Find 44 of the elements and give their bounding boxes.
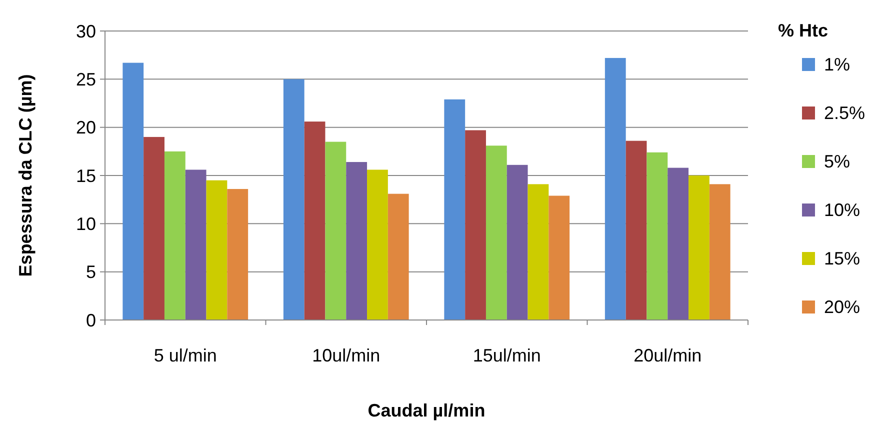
bar [325,142,346,320]
bar [709,184,730,320]
legend-label: 1% [824,54,850,74]
bar [304,122,326,320]
bar [206,180,228,320]
legend-label: 2.5% [824,102,866,123]
x-tick-label: 5 ul/min [154,345,217,366]
bar [283,79,304,320]
bar [122,62,144,320]
bar [626,140,647,320]
y-tick-label: 25 [76,69,96,90]
x-tick-label: 10ul/min [312,345,380,366]
y-tick-label: 15 [76,166,96,186]
y-tick-label: 20 [76,118,96,138]
bar [164,151,186,320]
bar [528,184,549,320]
x-tick-label: 15ul/min [472,345,541,366]
bar [346,162,368,320]
y-tick-label: 10 [76,214,96,234]
y-tick-label: 0 [86,310,96,330]
bar [144,136,164,320]
y-tick-label: 30 [76,21,96,42]
bar [388,194,409,320]
bar [444,99,466,320]
bar [668,168,689,320]
bar [486,146,507,320]
legend-title: % Htc [778,20,828,40]
legend-label: 20% [824,296,860,317]
bar [688,176,710,320]
y-axis-title: Espessura da CLC (µm) [15,74,36,277]
bar [465,130,486,320]
bar [185,170,206,320]
y-tick-label: 5 [86,262,96,282]
legend-label: 15% [824,248,860,268]
bar [646,152,668,320]
bar [506,164,528,320]
legend-label: 10% [824,200,860,220]
x-axis-title: Caudal µl/min [368,400,486,420]
bar [227,188,248,320]
legend-label: 5% [824,151,850,172]
bar [367,170,388,320]
bar [604,58,626,320]
x-tick-label: 20ul/min [634,345,702,366]
bar [548,196,570,320]
